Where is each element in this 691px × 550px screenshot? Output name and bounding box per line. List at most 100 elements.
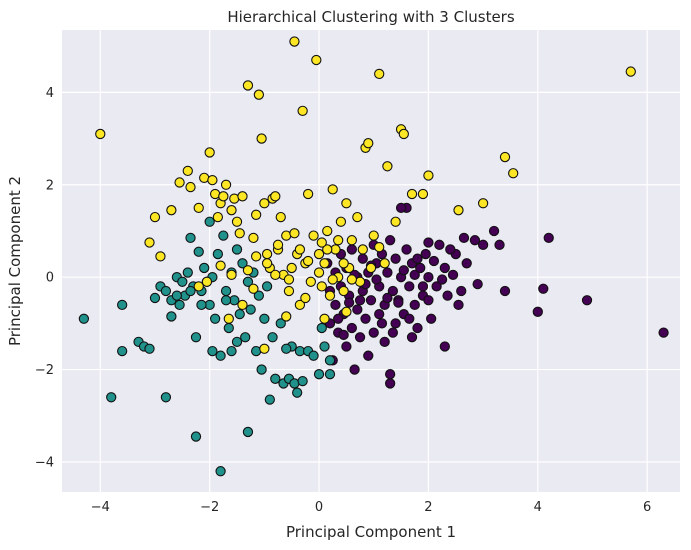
cluster-3-point xyxy=(406,188,418,200)
cluster-2-point xyxy=(319,341,330,352)
cluster-2-point xyxy=(166,311,177,322)
cluster-1-point xyxy=(488,225,500,237)
cluster-3-point xyxy=(253,89,265,100)
cluster-2-point xyxy=(190,431,202,442)
cluster-1-point xyxy=(387,285,399,297)
cluster-2-point xyxy=(231,244,243,255)
cluster-1-point xyxy=(420,248,431,260)
cluster-1-point xyxy=(445,244,456,255)
x-tick-label: −4 xyxy=(91,500,110,515)
cluster-3-point xyxy=(508,168,519,179)
cluster-2-point xyxy=(256,364,267,375)
cluster-2-point xyxy=(160,285,172,297)
cluster-2-point xyxy=(207,345,218,357)
cluster-1-point xyxy=(404,281,415,292)
cluster-2-point xyxy=(297,375,308,387)
cluster-3-point xyxy=(259,343,270,354)
cluster-3-point xyxy=(477,198,489,209)
cluster-3-point xyxy=(174,177,185,188)
cluster-3-point xyxy=(231,216,243,227)
cluster-1-point xyxy=(477,239,489,250)
x-tick-labels: −4 −2 0 2 4 6 xyxy=(91,500,652,515)
cluster-3-point xyxy=(251,209,262,220)
cluster-3-point xyxy=(261,258,273,269)
cluster-3-point xyxy=(313,248,325,260)
y-tick-label: 2 xyxy=(46,178,54,193)
cluster-2-point xyxy=(171,290,182,301)
cluster-1-point xyxy=(453,299,464,311)
cluster-3-point xyxy=(346,235,358,246)
cluster-1-point xyxy=(428,255,440,267)
cluster-3-point xyxy=(248,283,259,294)
cluster-1-point xyxy=(368,327,379,338)
cluster-3-point xyxy=(237,299,248,311)
cluster-2-point xyxy=(231,336,243,347)
cluster-1-point xyxy=(393,297,404,308)
cluster-1-point xyxy=(581,295,593,306)
x-axis-label: Principal Component 1 xyxy=(286,523,456,541)
cluster-2-point xyxy=(245,304,256,315)
cluster-2-point xyxy=(226,345,237,357)
cluster-2-point xyxy=(292,387,303,398)
cluster-1-point xyxy=(423,237,434,248)
cluster-3-point xyxy=(297,105,308,116)
cluster-1-point xyxy=(365,295,377,306)
cluster-3-point xyxy=(193,281,204,292)
cluster-2-point xyxy=(177,276,188,287)
cluster-1-point xyxy=(354,332,366,343)
cluster-1-point xyxy=(330,299,341,311)
x-tick-label: 0 xyxy=(315,500,323,515)
cluster-3-point xyxy=(316,237,327,248)
cluster-1-point xyxy=(456,285,467,297)
cluster-1-point xyxy=(357,253,368,264)
cluster-3-point xyxy=(215,260,226,271)
cluster-2-point xyxy=(223,322,234,334)
cluster-3-point xyxy=(322,244,333,255)
cluster-3-point xyxy=(234,228,245,239)
cluster-2-point xyxy=(209,313,221,324)
cluster-3-point xyxy=(302,188,314,200)
cluster-3-point xyxy=(363,138,374,149)
cluster-1-point xyxy=(384,378,396,389)
cluster-1-point xyxy=(658,327,669,338)
cluster-3-point xyxy=(220,179,232,190)
cluster-2-point xyxy=(174,299,185,311)
cluster-2-point xyxy=(261,281,273,292)
cluster-1-point xyxy=(409,299,420,311)
cluster-3-point xyxy=(281,311,292,322)
cluster-3-point xyxy=(341,198,352,209)
cluster-3-point xyxy=(319,258,330,269)
cluster-3-point xyxy=(390,216,401,227)
cluster-1-point xyxy=(374,308,385,320)
cluster-2-point xyxy=(234,308,245,320)
cluster-3-point xyxy=(335,216,347,227)
cluster-3-point xyxy=(341,306,352,317)
cluster-1-point xyxy=(379,336,390,347)
cluster-2-point xyxy=(193,246,204,257)
cluster-3-point xyxy=(322,225,333,237)
cluster-1-point xyxy=(412,322,423,334)
cluster-3-point xyxy=(327,274,338,285)
cluster-1-point xyxy=(412,253,423,264)
cluster-2-point xyxy=(199,262,210,274)
cluster-3-point xyxy=(261,248,273,260)
cluster-1-point xyxy=(346,244,358,255)
cluster-3-point xyxy=(242,265,254,276)
cluster-3-point xyxy=(237,191,248,202)
cluster-1-point xyxy=(352,304,363,315)
cluster-1-point xyxy=(338,329,349,341)
cluster-1-point xyxy=(371,274,382,285)
cluster-2-point xyxy=(253,290,265,301)
cluster-2-point xyxy=(267,332,278,343)
cluster-3-point xyxy=(248,232,259,244)
cluster-3-point xyxy=(305,276,316,287)
cluster-1-point xyxy=(404,313,415,324)
cluster-3-point xyxy=(286,262,297,274)
cluster-3-point xyxy=(308,230,319,241)
cluster-1-point xyxy=(458,232,470,244)
cluster-1-point xyxy=(382,267,393,278)
cluster-1-point xyxy=(387,327,399,338)
cluster-3-point xyxy=(275,211,286,223)
cluster-1-point xyxy=(409,269,420,281)
